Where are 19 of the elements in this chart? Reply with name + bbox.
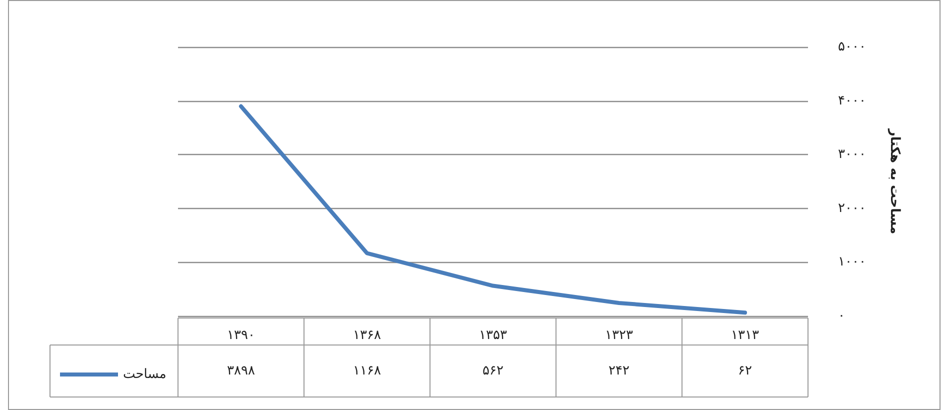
- data-label: ۱۱۶۸: [353, 364, 381, 378]
- x-tick-label: ۱۳۶۸: [353, 328, 381, 343]
- legend-label: مساحت: [123, 367, 166, 382]
- y-axis-title: مساحت به هکتار: [887, 128, 902, 234]
- y-tick-label: ۴۰۰۰: [838, 93, 866, 108]
- y-tick-label: ۳۰۰۰: [838, 147, 866, 162]
- y-tick-label: ۲۰۰۰: [838, 200, 866, 216]
- data-label: ۶۲: [738, 364, 752, 378]
- x-tick-label: ۱۳۲۳: [605, 328, 633, 343]
- data-label: ۲۴۲: [608, 364, 630, 378]
- y-tick-label: ۱۰۰۰: [838, 254, 866, 270]
- y-tick-label: ۰: [838, 308, 845, 324]
- y-tick-label: ۵۰۰۰: [838, 40, 866, 54]
- x-tick-label: ۱۳۵۳: [479, 328, 507, 343]
- x-tick-label: ۱۳۹۰: [227, 328, 255, 343]
- x-tick-label: ۱۳۱۳: [731, 328, 759, 343]
- data-label: ۵۶۲: [482, 364, 504, 378]
- data-label: ۳۸۹۸: [227, 364, 255, 378]
- line-series: [239, 104, 747, 315]
